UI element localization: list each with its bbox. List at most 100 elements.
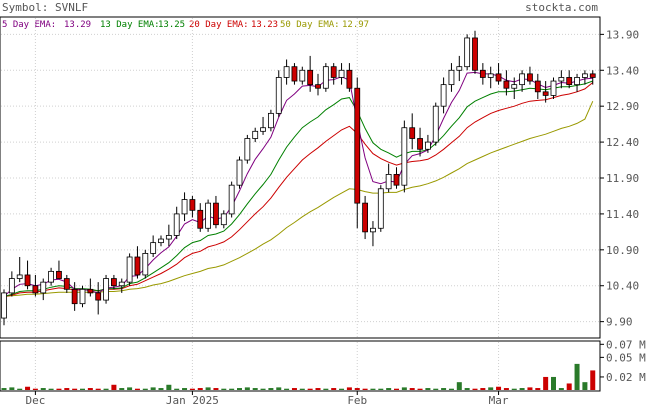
- candle: [424, 134, 431, 153]
- volume-bar: [229, 388, 235, 390]
- candle-body: [495, 73, 502, 82]
- volume-bar: [87, 388, 93, 390]
- candle: [417, 127, 423, 157]
- candle: [220, 210, 227, 229]
- candle-body: [291, 66, 298, 82]
- candle: [236, 156, 243, 189]
- volume-bar: [394, 388, 399, 390]
- candle: [181, 192, 188, 222]
- ema-layer: [3, 71, 594, 297]
- candle: [87, 278, 94, 297]
- candle-body: [479, 69, 486, 78]
- candle-body: [63, 278, 70, 290]
- candle-body: [370, 227, 376, 233]
- candle-body: [440, 84, 447, 107]
- candle: [126, 253, 133, 286]
- candle-body: [354, 87, 361, 204]
- candle: [582, 70, 588, 85]
- candle-body: [456, 66, 463, 71]
- volume-bar: [56, 388, 62, 390]
- candle: [393, 167, 400, 189]
- candle-body: [40, 281, 47, 294]
- time-tick-label: Jan 2025: [166, 394, 219, 406]
- candle-body: [71, 288, 78, 305]
- candle-body: [432, 105, 439, 143]
- candle-body: [322, 66, 329, 89]
- candle: [409, 113, 416, 150]
- candle-body: [511, 84, 518, 89]
- volume-bar: [551, 376, 556, 390]
- time-tick-label: Dec: [25, 394, 45, 406]
- candle-body: [95, 292, 102, 301]
- candle: [118, 278, 125, 293]
- volume-bar: [346, 387, 352, 390]
- volume-panel-frame: [0, 340, 601, 392]
- candle: [322, 63, 329, 92]
- volume-bar: [315, 388, 321, 390]
- volume-bar: [182, 388, 188, 390]
- volume-bar: [189, 388, 195, 390]
- candle: [291, 63, 298, 85]
- volume-bar: [17, 388, 23, 390]
- candle: [275, 70, 282, 117]
- legend-ema50-label: 50 Day EMA:: [280, 20, 340, 30]
- candle: [8, 271, 15, 297]
- legend-ema20-value: 13.23: [251, 20, 278, 30]
- candle-body: [362, 202, 369, 233]
- candle-body: [260, 127, 266, 132]
- candle: [283, 59, 290, 85]
- candle: [464, 34, 471, 71]
- candle-body: [574, 77, 580, 86]
- candle: [346, 63, 353, 92]
- candle-body: [197, 209, 204, 229]
- ema50-line: [3, 100, 594, 297]
- price-tick-label: 11.90: [606, 172, 639, 185]
- volume-bar: [582, 382, 588, 390]
- volume-bar: [72, 388, 78, 390]
- candle: [534, 73, 541, 99]
- candle: [550, 77, 557, 99]
- candle: [24, 260, 31, 290]
- candle: [299, 66, 306, 85]
- candle-body: [472, 37, 478, 71]
- volume-bar: [480, 388, 486, 390]
- candle-body: [48, 270, 54, 283]
- candle-body: [542, 91, 549, 96]
- volume-bar: [213, 388, 219, 390]
- volume-bar: [95, 388, 101, 390]
- legend-ema20-label: 20 Day EMA:: [189, 20, 249, 30]
- volume-bar: [32, 388, 38, 390]
- ema-legend: 5 Day EMA: 13.29 13 Day EMA: 13.25 20 Da…: [2, 20, 369, 30]
- candle: [307, 55, 314, 92]
- candle: [330, 63, 337, 85]
- price-tick-label: 12.40: [606, 136, 639, 149]
- candle-body: [32, 285, 39, 294]
- candle: [338, 63, 345, 85]
- candle: [519, 70, 525, 92]
- candle: [1, 289, 7, 326]
- candle-body: [1, 292, 7, 319]
- candle-body: [503, 80, 510, 89]
- candle: [205, 199, 212, 232]
- candle: [440, 77, 447, 114]
- symbol-label: Symbol: SVNLF: [2, 1, 88, 14]
- candle-body: [142, 253, 149, 276]
- candle-layer: [1, 30, 596, 326]
- candle: [197, 203, 204, 232]
- candle: [48, 267, 54, 286]
- volume-bar: [535, 388, 541, 390]
- volume-bar: [252, 388, 258, 390]
- volume-bar: [409, 388, 415, 390]
- candle-body: [87, 288, 94, 294]
- candle-body: [213, 202, 219, 226]
- candle: [503, 70, 510, 96]
- candle: [401, 120, 408, 193]
- candle-body: [385, 174, 392, 190]
- volume-bar: [519, 388, 525, 390]
- time-tick-label: Feb: [347, 394, 367, 406]
- candle: [244, 134, 251, 164]
- candle: [32, 274, 39, 297]
- candle-body: [582, 73, 588, 78]
- candle: [566, 70, 573, 89]
- volume-bar: [150, 387, 156, 390]
